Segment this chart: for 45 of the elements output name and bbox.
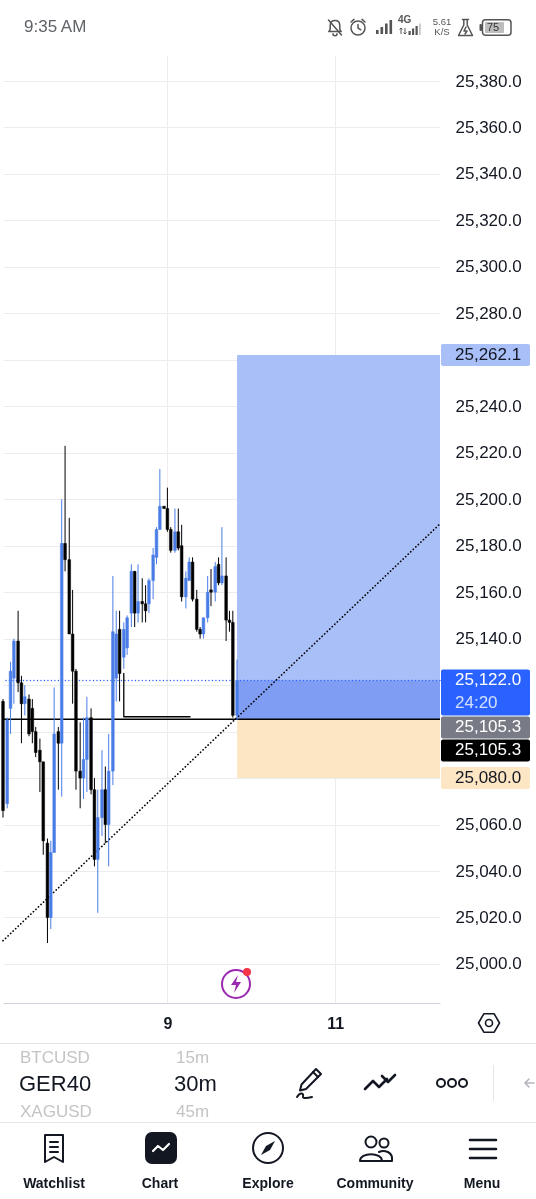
y-tick-label: 25,360.0 <box>455 117 522 137</box>
text: Explore <box>242 1175 294 1191</box>
candlestick <box>136 563 140 623</box>
ref-line-label: 25,105.3 <box>455 740 522 760</box>
y-tick-label: 25,020.0 <box>455 907 522 927</box>
text: 30m <box>174 1071 217 1096</box>
text: XAGUSD <box>20 1102 92 1121</box>
band-label: 25,262.1 <box>455 344 522 364</box>
text: 45m <box>176 1102 210 1121</box>
candlestick <box>216 556 221 586</box>
candlestick <box>140 577 144 623</box>
y-tick-label: 25,060.0 <box>455 815 522 835</box>
text: Menu <box>463 1175 501 1191</box>
text: 25,105.3 <box>455 717 522 737</box>
candlestick <box>209 568 213 607</box>
text: Community <box>336 1175 414 1191</box>
ref-line-label: 25,122.0 24:20 <box>455 670 522 713</box>
y-tick-label: 25,380.0 <box>455 71 522 91</box>
text: BTCUSD <box>20 1048 90 1067</box>
text: Watchlist <box>23 1175 85 1191</box>
y-tick-label: 25,220.0 <box>455 443 522 463</box>
y-tick-label: 25,160.0 <box>455 582 522 602</box>
y-tick-label: 25,300.0 <box>455 257 522 277</box>
y-tick-label: 25,280.0 <box>455 303 522 323</box>
y-tick-label: 25,240.0 <box>455 396 522 416</box>
y-tick-label: 25,140.0 <box>455 629 522 649</box>
candlestick <box>56 726 60 791</box>
y-tick-label: 25,000.0 <box>455 954 522 974</box>
y-tick-label: 25,320.0 <box>455 210 522 230</box>
text: 15m <box>176 1048 210 1067</box>
text: 75 <box>487 21 500 33</box>
text: 5.61 K/S <box>431 16 453 37</box>
text: 9:35 AM <box>24 17 87 36</box>
candlestick <box>173 508 177 554</box>
candlestick <box>23 684 27 716</box>
text: Chart <box>141 1175 179 1191</box>
x-tick-label: 9 <box>163 1014 173 1032</box>
band-label: 25,080.0 <box>455 768 522 788</box>
y-tick-label: 25,040.0 <box>455 861 522 881</box>
text: 4G <box>398 14 412 25</box>
x-tick-label: 11 <box>327 1014 345 1032</box>
y-tick-label: 25,200.0 <box>455 489 522 509</box>
y-tick-label: 25,340.0 <box>455 164 522 184</box>
y-tick-label: 25,180.0 <box>455 536 522 556</box>
text: GER40 <box>19 1071 92 1096</box>
